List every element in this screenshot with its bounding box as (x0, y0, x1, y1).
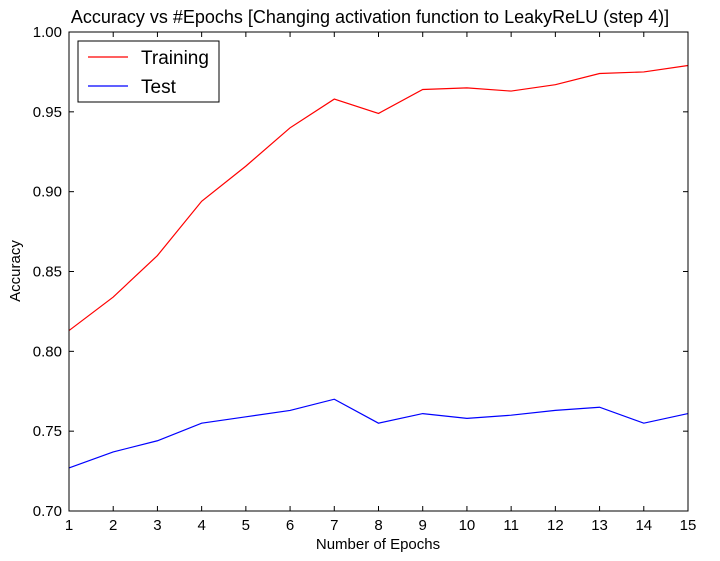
axes: 1 2 3 4 5 6 7 8 9 10 11 12 13 14 150.700.750.800.850.9… (33, 24, 697, 534)
x-axis-title: Number of Epochs (316, 536, 440, 553)
legend-label-test: Test (141, 77, 177, 98)
x-tick-label: 13 (591, 517, 608, 534)
y-tick-label: 0.85 (33, 264, 62, 281)
x-tick-label: 2 (109, 517, 117, 534)
x-tick-label: 1 (65, 517, 73, 534)
y-tick-label: 0.90 (33, 184, 62, 201)
x-tick-label: 12 (547, 517, 564, 534)
x-tick-label: 7 (330, 517, 338, 534)
plot-area (68, 64, 689, 469)
x-tick-label: 11 (503, 517, 519, 534)
y-tick-label: 0.70 (33, 503, 62, 520)
y-tick-label: 1.00 (33, 24, 62, 41)
x-tick-label: 15 (680, 517, 697, 534)
series-line-training (68, 64, 689, 332)
x-tick-label: 10 (459, 517, 476, 534)
x-tick-label: 8 (374, 517, 382, 534)
y-axis-title: Accuracy (7, 240, 24, 302)
y-tick-label: 0.75 (33, 423, 62, 440)
legend: Training Test (77, 40, 220, 103)
x-tick-label: 9 (419, 517, 427, 534)
x-tick-label: 5 (242, 517, 250, 534)
series-line-test (68, 398, 689, 469)
x-tick-label: 6 (286, 517, 294, 534)
x-tick-label: 14 (635, 517, 652, 534)
x-tick-label: 3 (153, 517, 161, 534)
legend-box (77, 40, 220, 103)
y-tick-label: 0.95 (33, 104, 62, 121)
x-tick-label: 4 (197, 517, 205, 534)
legend-label-training: Training (141, 48, 209, 69)
chart-title: Accuracy vs #Epochs [Changing activation… (71, 7, 669, 27)
y-tick-label: 0.80 (33, 343, 62, 360)
